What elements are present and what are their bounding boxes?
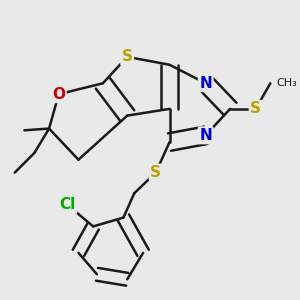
Text: O: O: [52, 87, 65, 102]
Text: N: N: [199, 128, 212, 143]
Text: N: N: [199, 76, 212, 91]
Text: Cl: Cl: [59, 197, 76, 212]
Text: S: S: [250, 101, 261, 116]
Text: S: S: [122, 49, 133, 64]
Text: CH₃: CH₃: [276, 78, 297, 88]
Text: S: S: [150, 165, 161, 180]
